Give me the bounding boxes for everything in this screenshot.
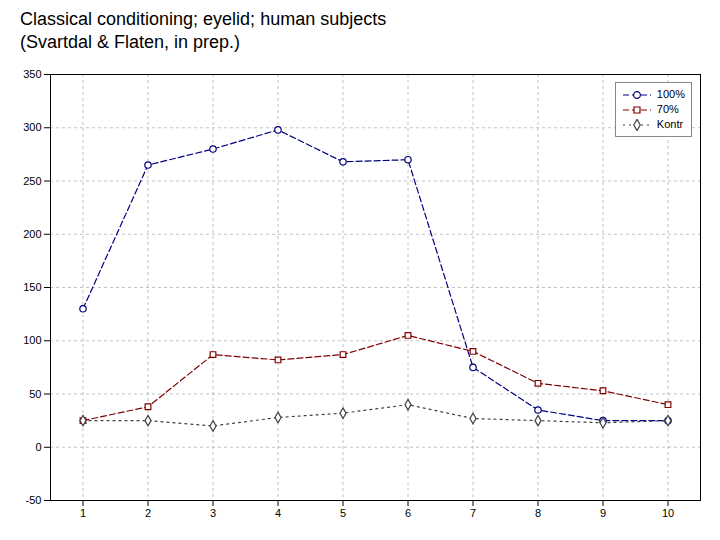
svg-text:4: 4 <box>275 507 281 519</box>
svg-text:100: 100 <box>23 334 41 346</box>
svg-text:250: 250 <box>23 175 41 187</box>
svg-text:5: 5 <box>340 507 346 519</box>
svg-text:-50: -50 <box>26 494 42 506</box>
svg-text:150: 150 <box>23 281 41 293</box>
svg-text:10: 10 <box>662 507 674 519</box>
html-text:100%: 100% <box>656 88 685 100</box>
svg-text:7: 7 <box>470 507 476 519</box>
svg-text:9: 9 <box>600 507 606 519</box>
svg-text:3: 3 <box>210 507 216 519</box>
svg-text:350: 350 <box>23 68 41 80</box>
svg-text:0: 0 <box>35 441 41 453</box>
svg-text:2: 2 <box>145 507 151 519</box>
svg-text:6: 6 <box>405 507 411 519</box>
html-text:Classical conditioning; eyelid: Classical conditioning; eyelid; human su… <box>20 9 387 29</box>
svg-text:1: 1 <box>80 507 86 519</box>
svg-text:50: 50 <box>29 388 41 400</box>
html-text:70%: 70% <box>656 103 679 115</box>
svg-text:8: 8 <box>535 507 541 519</box>
html-text:(Svartdal & Flaten, in prep.): (Svartdal & Flaten, in prep.) <box>20 32 241 52</box>
html-text:Kontr: Kontr <box>656 118 684 130</box>
svg-text:200: 200 <box>23 228 41 240</box>
svg-text:300: 300 <box>23 121 41 133</box>
